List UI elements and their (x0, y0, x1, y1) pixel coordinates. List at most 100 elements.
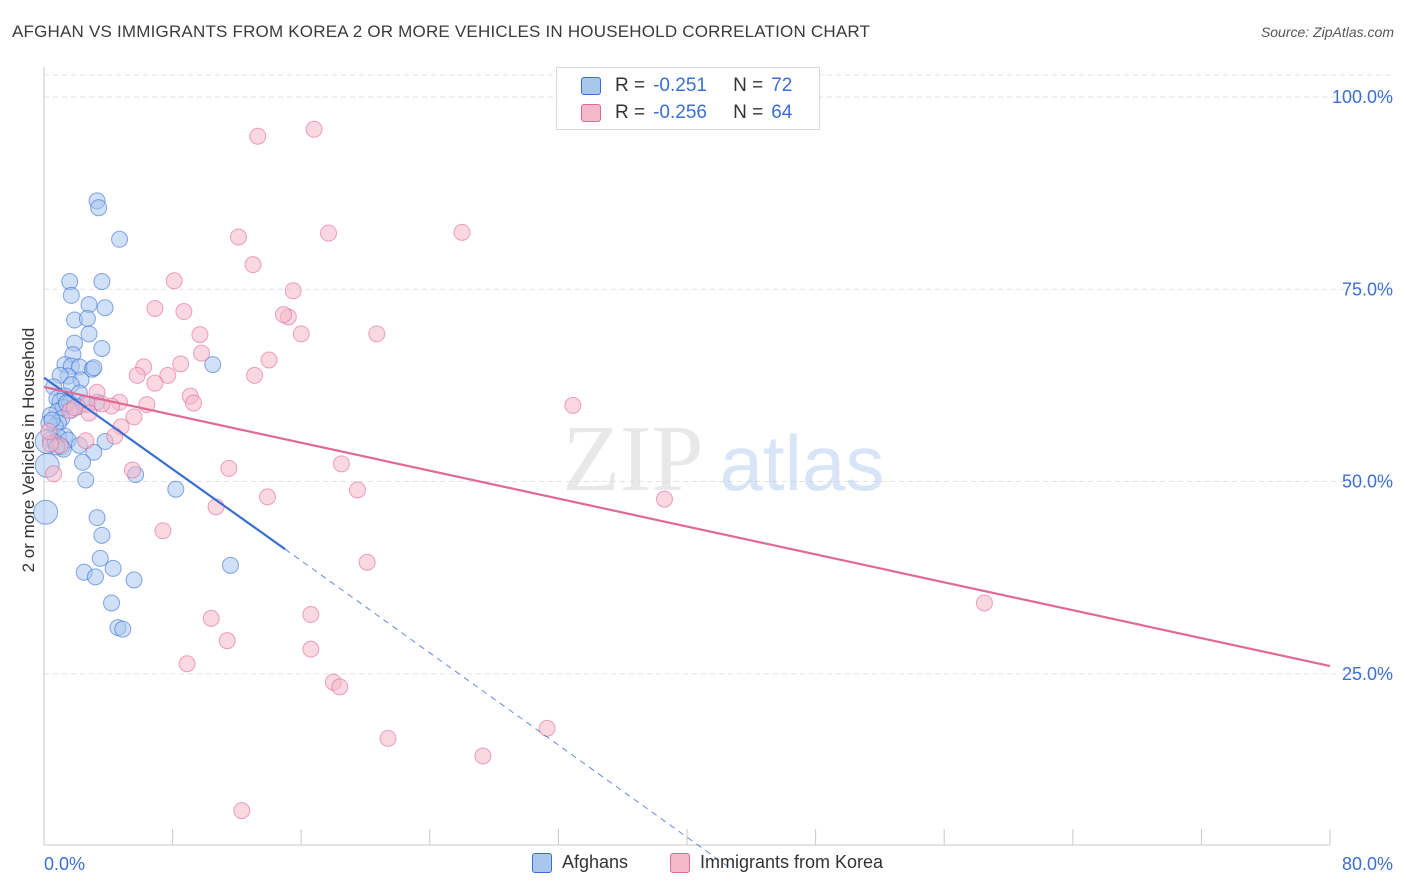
korea-trendline (43, 385, 1331, 668)
korea-point (40, 423, 58, 441)
korea-point (233, 802, 251, 820)
legend-label-afghans: Afghans (562, 852, 629, 872)
afghans-point (103, 594, 121, 612)
n-value: 72 (771, 75, 793, 96)
korea-point (244, 256, 262, 274)
data-points (33, 120, 993, 820)
afghans-point (78, 309, 96, 327)
korea-point (45, 465, 63, 483)
legend-label-korea: Immigrants from Korea (700, 852, 884, 872)
korea-point (474, 747, 492, 765)
afghans-point (85, 443, 103, 461)
korea-point (453, 223, 471, 241)
y-tick-label: 25.0% (1342, 664, 1393, 684)
afghans-point (85, 359, 103, 377)
korea-point (538, 719, 556, 737)
afghans-point (80, 325, 98, 343)
afghans-point (221, 556, 239, 574)
legend-item-afghans[interactable]: Afghans (532, 852, 628, 873)
afghans-point (88, 509, 106, 527)
korea-point (230, 228, 248, 246)
korea-point (159, 366, 177, 384)
korea-point (146, 299, 164, 317)
korea-point (292, 325, 310, 343)
n-value: 64 (771, 102, 793, 123)
korea-point (165, 272, 183, 290)
afghans-point (33, 499, 59, 525)
afghans-point (91, 549, 109, 567)
afghans-point (93, 339, 111, 357)
source-credit: Source: ZipAtlas.com (1260, 24, 1394, 40)
korea-point (358, 553, 376, 571)
afghans-point (86, 568, 104, 586)
y-tick-label: 50.0% (1342, 472, 1393, 492)
korea-point (348, 481, 366, 499)
korea-point (220, 459, 238, 477)
afghans-trendline (284, 548, 728, 867)
r-label: R = (615, 75, 646, 96)
korea-point (246, 366, 264, 384)
stats-row-korea: R = -0.256 N = 64 (581, 100, 792, 126)
korea-point (172, 355, 190, 373)
r-label: R = (615, 102, 646, 123)
afghans-point (62, 286, 80, 304)
korea-point (77, 432, 95, 450)
stats-row-afghans: R = -0.251 N = 72 (581, 73, 792, 99)
korea-point (275, 306, 293, 324)
korea-point (184, 394, 202, 412)
x-tick-label-max: 80.0% (1342, 854, 1393, 874)
korea-point (564, 396, 582, 414)
korea-point (258, 488, 276, 506)
korea-point (975, 594, 993, 612)
y-axis-label-wrap: 2 or more Vehicles in Household (14, 300, 44, 600)
korea-point (154, 522, 172, 540)
y-tick-label: 100.0% (1332, 87, 1393, 107)
korea-point (106, 427, 124, 445)
legend-swatch-korea (670, 852, 690, 873)
korea-point (125, 408, 143, 426)
korea-point (218, 632, 236, 650)
r-value: -0.251 (653, 75, 707, 96)
korea-point (331, 678, 349, 696)
korea-point (368, 325, 386, 343)
x-tick-label-min: 0.0% (44, 854, 85, 874)
korea-point (379, 729, 397, 747)
y-tick-label: 75.0% (1342, 279, 1393, 299)
r-value: -0.256 (653, 102, 707, 123)
korea-point (655, 490, 673, 508)
korea-point (249, 127, 267, 145)
stats-box: R = -0.251 N = 72 R = -0.256 N = 64 (556, 67, 820, 130)
korea-point (178, 655, 196, 673)
korea-point (193, 344, 211, 362)
tick-labels: 25.0% 50.0% 75.0% 100.0% 0.0% 80.0% (44, 87, 1393, 874)
afghans-point (93, 273, 111, 291)
afghans-point (77, 471, 95, 489)
y-axis-label: 2 or more Vehicles in Household (19, 327, 38, 573)
korea-point (302, 606, 320, 624)
legend-item-korea[interactable]: Immigrants from Korea (670, 852, 883, 873)
trend-lines (43, 376, 1331, 867)
korea-point (202, 609, 220, 627)
watermark-zip: ZIP (563, 407, 704, 511)
afghans-point (167, 480, 185, 498)
afghans-point (204, 356, 222, 374)
korea-point (305, 120, 323, 138)
korea-point (320, 224, 338, 242)
afghans-point (96, 299, 114, 317)
watermark: ZIP atlas (563, 407, 885, 511)
korea-point (175, 303, 193, 321)
watermark-atlas: atlas (720, 419, 885, 507)
afghans-trendline (43, 376, 286, 551)
korea-point (128, 366, 146, 384)
korea-point (191, 326, 209, 344)
korea-point (332, 455, 350, 473)
n-label: N = (733, 102, 764, 123)
afghans-point (93, 526, 111, 544)
chart-title: AFGHAN VS IMMIGRANTS FROM KOREA 2 OR MOR… (12, 22, 871, 41)
korea-point (260, 351, 278, 369)
legend-swatch-afghans (532, 852, 552, 873)
afghans-point (125, 571, 143, 589)
afghans-point (111, 230, 129, 248)
korea-point (123, 461, 141, 479)
n-label: N = (733, 75, 764, 96)
